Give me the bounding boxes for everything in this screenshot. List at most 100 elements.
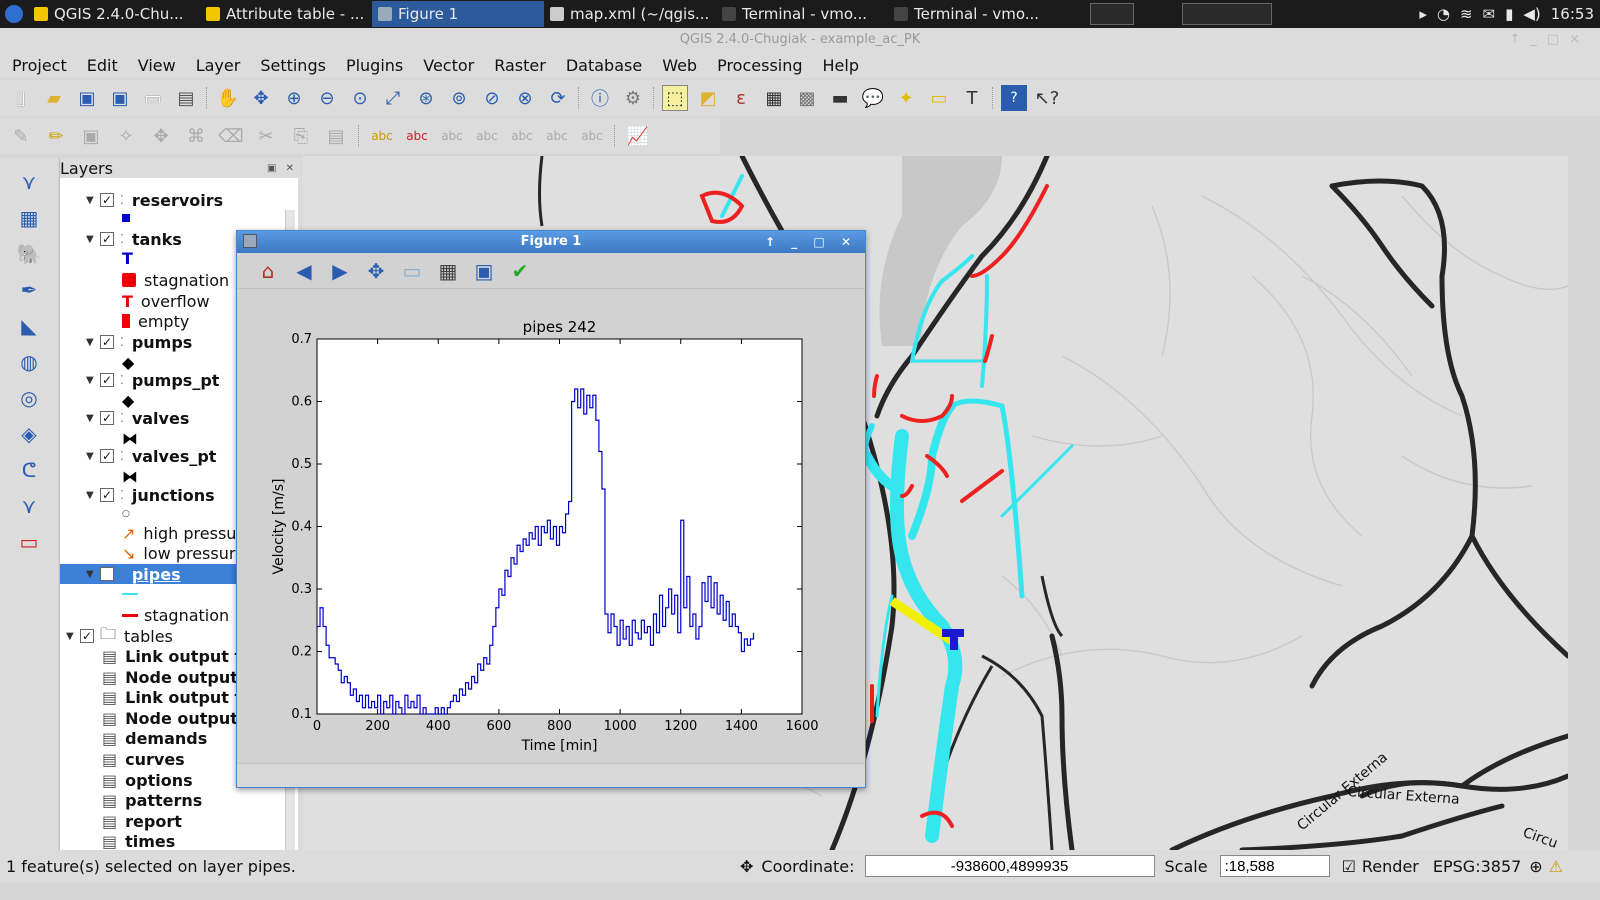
layer-item-pumps[interactable]: ▼ ✓ ⁚ pumps: [86, 332, 192, 352]
expand-arrow-icon[interactable]: ▼: [86, 233, 94, 245]
taskbar-task-3[interactable]: map.xml (~/qgis...: [544, 1, 716, 27]
coordinate-field[interactable]: [864, 855, 1155, 877]
save-as-icon[interactable]: ▣: [111, 87, 129, 109]
add-spatialite-layer-icon[interactable]: ✒: [20, 278, 38, 302]
menu-help[interactable]: Help: [822, 55, 859, 75]
save-figure-icon[interactable]: ▣: [474, 258, 494, 283]
table-item[interactable]: ▤ Link output t: [102, 687, 242, 707]
new-bookmark-icon[interactable]: ✦: [898, 87, 914, 109]
menu-raster[interactable]: Raster: [494, 55, 546, 75]
legend-item-stagnation[interactable]: stagnation: [122, 605, 229, 625]
network-icon[interactable]: ◔: [1436, 5, 1450, 23]
rotate-label-icon[interactable]: abc: [546, 129, 568, 143]
field-calculator-icon[interactable]: ▩: [798, 87, 816, 109]
zoom-out-icon[interactable]: ⊖: [319, 87, 335, 109]
legend-item-high-pressure[interactable]: ↗ high pressure: [122, 523, 252, 543]
render-checkbox[interactable]: ☑: [1341, 856, 1356, 876]
scale-field[interactable]: [1219, 855, 1330, 877]
menu-web[interactable]: Web: [662, 55, 698, 75]
attribute-table-icon[interactable]: ▦: [765, 87, 783, 109]
layer-item-pumps_pt[interactable]: ▼ ✓ ⁚ pumps_pt: [86, 370, 219, 390]
menu-database[interactable]: Database: [565, 55, 643, 75]
back-icon[interactable]: ◀: [296, 258, 312, 283]
zoom-to-layer-icon[interactable]: ⊚: [451, 87, 467, 109]
refresh-icon[interactable]: ⟳: [550, 87, 566, 109]
menu-project[interactable]: Project: [12, 55, 67, 75]
add-delimited-text-icon[interactable]: ᕦ: [21, 458, 37, 482]
layer-item-valves_pt[interactable]: ▼ ✓ ⁚ valves_pt: [86, 446, 216, 466]
menu-edit[interactable]: Edit: [86, 55, 118, 75]
table-item[interactable]: ▤ times: [102, 831, 175, 851]
start-menu-button[interactable]: [0, 0, 28, 28]
show-bookmarks-icon[interactable]: ▭: [930, 87, 948, 109]
table-item[interactable]: ▤ options: [102, 770, 193, 790]
taskbar-task-5[interactable]: Terminal - vmo...: [888, 1, 1060, 27]
deselect-icon[interactable]: ◩: [699, 87, 717, 109]
expression-select-icon[interactable]: ε: [736, 87, 746, 109]
expand-arrow-icon[interactable]: ▼: [86, 194, 94, 206]
delete-selected-icon[interactable]: ⌫: [218, 125, 244, 147]
layer-item-valves[interactable]: ▼ ✓ ⁚ valves: [86, 408, 189, 428]
workspace-switcher-1[interactable]: [1090, 3, 1134, 25]
table-item[interactable]: ▤ curves: [102, 749, 185, 769]
paste-icon[interactable]: ▤: [327, 125, 345, 147]
wifi-icon[interactable]: ≋: [1459, 5, 1473, 23]
select-features-icon[interactable]: ⬚: [662, 85, 688, 111]
mail-icon[interactable]: ✉: [1482, 5, 1496, 23]
menu-plugins[interactable]: Plugins: [345, 55, 404, 75]
expand-arrow-icon[interactable]: ▼: [86, 489, 94, 501]
zoom-native-icon[interactable]: ⊙: [352, 87, 368, 109]
pan-icon[interactable]: ✥: [367, 258, 385, 283]
new-print-composer-icon[interactable]: ▭: [144, 87, 162, 109]
mouse-icon[interactable]: ✥: [740, 856, 754, 876]
configure-subplots-icon[interactable]: ▦: [438, 258, 458, 283]
pin-labels-icon[interactable]: abc: [441, 129, 463, 143]
pan-to-selection-icon[interactable]: ✥: [253, 87, 269, 109]
text-annotation-icon[interactable]: T: [966, 87, 978, 109]
layer-visibility-checkbox[interactable]: ✓: [100, 193, 114, 207]
figure-window-controls[interactable]: ↑ _ □ ✕: [765, 235, 857, 249]
expand-arrow-icon[interactable]: ▼: [66, 630, 74, 642]
add-vector-layer-icon[interactable]: ⋎: [21, 170, 37, 194]
table-item[interactable]: ▤ report: [102, 811, 182, 831]
menu-vector[interactable]: Vector: [423, 55, 475, 75]
taskbar-task-1[interactable]: Attribute table - ...: [200, 1, 372, 27]
layer-item-junctions[interactable]: ▼ ✓ ⁚ junctions: [86, 485, 215, 505]
change-label-icon[interactable]: abc: [581, 129, 603, 143]
save-project-icon[interactable]: ▣: [78, 87, 96, 109]
node-tool-icon[interactable]: ⌘: [187, 125, 205, 147]
legend-item-stagnation[interactable]: stagnation: [122, 270, 229, 290]
menu-processing[interactable]: Processing: [717, 55, 803, 75]
messages-icon[interactable]: ⚠: [1548, 856, 1564, 876]
new-project-icon[interactable]: ▯: [16, 87, 26, 109]
edit-parameters-icon[interactable]: ✔: [511, 258, 529, 283]
volume-icon[interactable]: ◀): [1523, 5, 1541, 23]
tray-arrow-icon[interactable]: ▸: [1419, 5, 1427, 23]
workspace-switcher-2[interactable]: [1182, 3, 1272, 25]
zoom-last-icon[interactable]: ⊘: [484, 87, 500, 109]
open-project-icon[interactable]: ▰: [47, 87, 61, 109]
figure-titlebar[interactable]: Figure 1 ↑ _ □ ✕: [237, 231, 865, 253]
identify-icon[interactable]: ⓘ: [591, 89, 609, 110]
zoom-full-icon[interactable]: ⤢: [385, 87, 401, 109]
layer-item-tanks[interactable]: ▼ ✓ ⁚ tanks: [86, 229, 182, 249]
show-hide-labels-icon[interactable]: abc: [476, 129, 498, 143]
new-shapefile-icon[interactable]: ⋎: [21, 494, 37, 518]
map-tips-icon[interactable]: 💬: [861, 87, 885, 109]
layer-visibility-checkbox[interactable]: ✓: [100, 335, 114, 349]
add-postgis-layer-icon[interactable]: 🐘: [16, 242, 42, 266]
table-item[interactable]: ▤ patterns: [102, 790, 202, 810]
expand-arrow-icon[interactable]: ▼: [86, 336, 94, 348]
add-wfs-layer-icon[interactable]: ◈: [21, 422, 37, 446]
move-label-icon[interactable]: abc: [511, 129, 533, 143]
taskbar-task-2[interactable]: Figure 1: [372, 1, 544, 27]
add-wcs-layer-icon[interactable]: ◎: [20, 386, 38, 410]
expand-arrow-icon[interactable]: ▼: [86, 412, 94, 424]
zoom-in-icon[interactable]: ⊕: [286, 87, 302, 109]
pan-hand-icon[interactable]: ✋: [216, 87, 240, 109]
zoom-next-icon[interactable]: ⊗: [517, 87, 533, 109]
menu-layer[interactable]: Layer: [195, 55, 241, 75]
layer-item-reservoirs[interactable]: ▼ ✓ ⁚ reservoirs: [86, 190, 223, 210]
taskbar-task-4[interactable]: Terminal - vmo...: [716, 1, 888, 27]
